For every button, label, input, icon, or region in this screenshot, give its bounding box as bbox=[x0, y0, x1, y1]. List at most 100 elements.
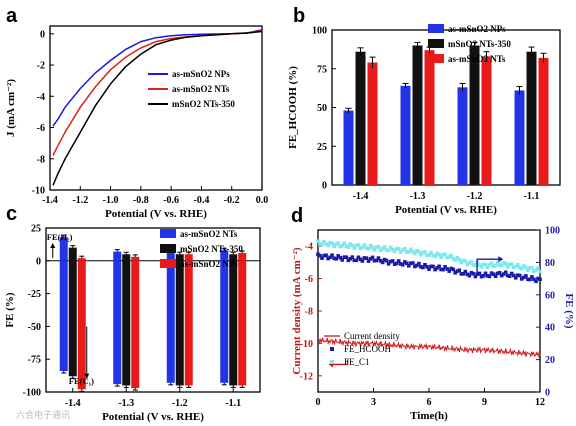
series-point-fe bbox=[461, 272, 466, 276]
y-tick-label-d: -10 bbox=[300, 339, 313, 350]
series-point-fe bbox=[338, 244, 342, 249]
series-point-fe bbox=[392, 249, 397, 254]
series-point-fe bbox=[411, 250, 415, 254]
x-tick-label-a: -1.0 bbox=[103, 195, 119, 206]
series-point-fe bbox=[384, 258, 389, 263]
y-tick-label-b: 100 bbox=[312, 26, 327, 37]
series-point-fe bbox=[390, 247, 395, 252]
series-point-fe bbox=[366, 246, 371, 251]
series-point-fe bbox=[403, 247, 407, 251]
series-point-fe bbox=[491, 272, 496, 276]
bar-c bbox=[68, 260, 77, 377]
series-point-fe bbox=[503, 270, 508, 275]
y-tick-label-b: 50 bbox=[317, 103, 327, 114]
series-point-fe bbox=[352, 246, 357, 250]
series-point-fe bbox=[318, 242, 322, 247]
series-point-fe bbox=[320, 242, 324, 246]
y2-tick-label-d: 100 bbox=[545, 226, 560, 237]
legend-swatch-b bbox=[428, 54, 444, 63]
series-point-fe bbox=[479, 265, 484, 269]
x-tick-label-a: 0.0 bbox=[256, 195, 269, 206]
bar-c bbox=[166, 250, 175, 261]
series-point-fe bbox=[370, 255, 375, 260]
series-point-fe bbox=[507, 262, 512, 267]
y-tick-label-d: -6 bbox=[305, 274, 313, 285]
panel-letter-d: d bbox=[291, 205, 303, 227]
series-point-fe bbox=[473, 263, 478, 267]
series-point-fe bbox=[431, 264, 435, 269]
y-axis-label-c: FE (%) bbox=[4, 292, 16, 327]
bar-c bbox=[220, 250, 229, 261]
legend-swatch-c bbox=[160, 229, 176, 238]
series-point-fe bbox=[358, 257, 363, 262]
series-point-fe bbox=[485, 265, 490, 270]
series-point-fe bbox=[425, 253, 429, 258]
series-point-fe bbox=[532, 269, 536, 273]
bar-c bbox=[68, 247, 77, 261]
series-point-fe bbox=[413, 264, 417, 269]
series-point-fe bbox=[487, 274, 492, 279]
plot-frame-b bbox=[331, 29, 561, 186]
series-point-fe bbox=[336, 254, 340, 258]
annotation-arrowhead-c1 bbox=[84, 373, 90, 379]
series-point-fe bbox=[520, 267, 524, 271]
chart-layer: -1.4 -1.2 -1.0 -0.8 -0.6 -0.4 -0.2 0.0 0 -2 -4 -6 -8… bbox=[4, 24, 575, 423]
series-point-fe bbox=[372, 258, 377, 263]
series-point-fe bbox=[396, 259, 401, 263]
series-point-fe bbox=[372, 248, 377, 252]
x-tick-label-a: -0.2 bbox=[224, 195, 240, 206]
series-point-fe bbox=[481, 262, 486, 266]
series-point-fe bbox=[471, 263, 476, 267]
series-point-fe bbox=[439, 255, 443, 260]
series-point-fe bbox=[324, 253, 328, 257]
series-point-fe bbox=[336, 241, 340, 245]
x-tick-label-a: -0.4 bbox=[194, 195, 210, 206]
y-tick-label-c: -25 bbox=[28, 289, 41, 300]
series-point-fe bbox=[524, 274, 528, 278]
series-point-fe bbox=[507, 274, 512, 278]
y2-tick-label-d: 20 bbox=[545, 355, 555, 366]
series-point-fe bbox=[459, 272, 464, 276]
x-tick-label-d: 0 bbox=[316, 397, 321, 408]
x-tick-label-c: -1.1 bbox=[225, 398, 241, 409]
series-point-fe bbox=[524, 265, 528, 270]
series-point-fe bbox=[538, 277, 542, 282]
series-point-fe bbox=[453, 271, 457, 275]
y2-tick-label-d: 40 bbox=[545, 323, 555, 334]
series-point-fe bbox=[362, 243, 367, 247]
series-point-fe bbox=[423, 250, 427, 254]
series-point-fe bbox=[368, 244, 373, 248]
series-point-fe bbox=[411, 261, 415, 265]
x-tick-label-d: 9 bbox=[482, 397, 487, 408]
bar-b bbox=[538, 57, 549, 185]
y-axis-label-a: J (mA cm⁻²) bbox=[5, 79, 17, 137]
series-point-fe bbox=[322, 239, 326, 244]
series-point-fe bbox=[443, 265, 447, 269]
series-point-fe bbox=[501, 260, 506, 265]
bar-b bbox=[481, 56, 492, 185]
series-point-fe bbox=[528, 266, 532, 270]
series-point-fe bbox=[417, 261, 421, 266]
series-point-fe bbox=[503, 262, 508, 266]
x-tick-label-a: -1.4 bbox=[42, 195, 58, 206]
y-tick-label-b: 75 bbox=[317, 64, 327, 75]
series-point-fe bbox=[475, 272, 480, 276]
x-tick-label-b: -1.2 bbox=[467, 191, 483, 202]
series-point-fe bbox=[481, 274, 486, 278]
arrow-right-axis bbox=[476, 258, 500, 274]
series-line-current-density bbox=[317, 337, 541, 358]
series-point-fe bbox=[330, 253, 334, 257]
bar-c bbox=[122, 254, 131, 261]
series-point-fe bbox=[356, 243, 361, 247]
series-point-fe bbox=[386, 262, 391, 266]
series-point-fe bbox=[322, 253, 326, 258]
series-line-a bbox=[52, 29, 263, 156]
bar-b bbox=[469, 45, 480, 185]
series-point-fe bbox=[429, 264, 433, 269]
series-point-fe bbox=[346, 245, 351, 249]
legend-label-a: mSnO2 NTs-350 bbox=[172, 99, 235, 109]
series-point-fe bbox=[380, 246, 385, 251]
x-tick-label-c: -1.3 bbox=[118, 398, 134, 409]
series-point-fe bbox=[425, 265, 429, 269]
series-point-fe bbox=[340, 258, 344, 262]
